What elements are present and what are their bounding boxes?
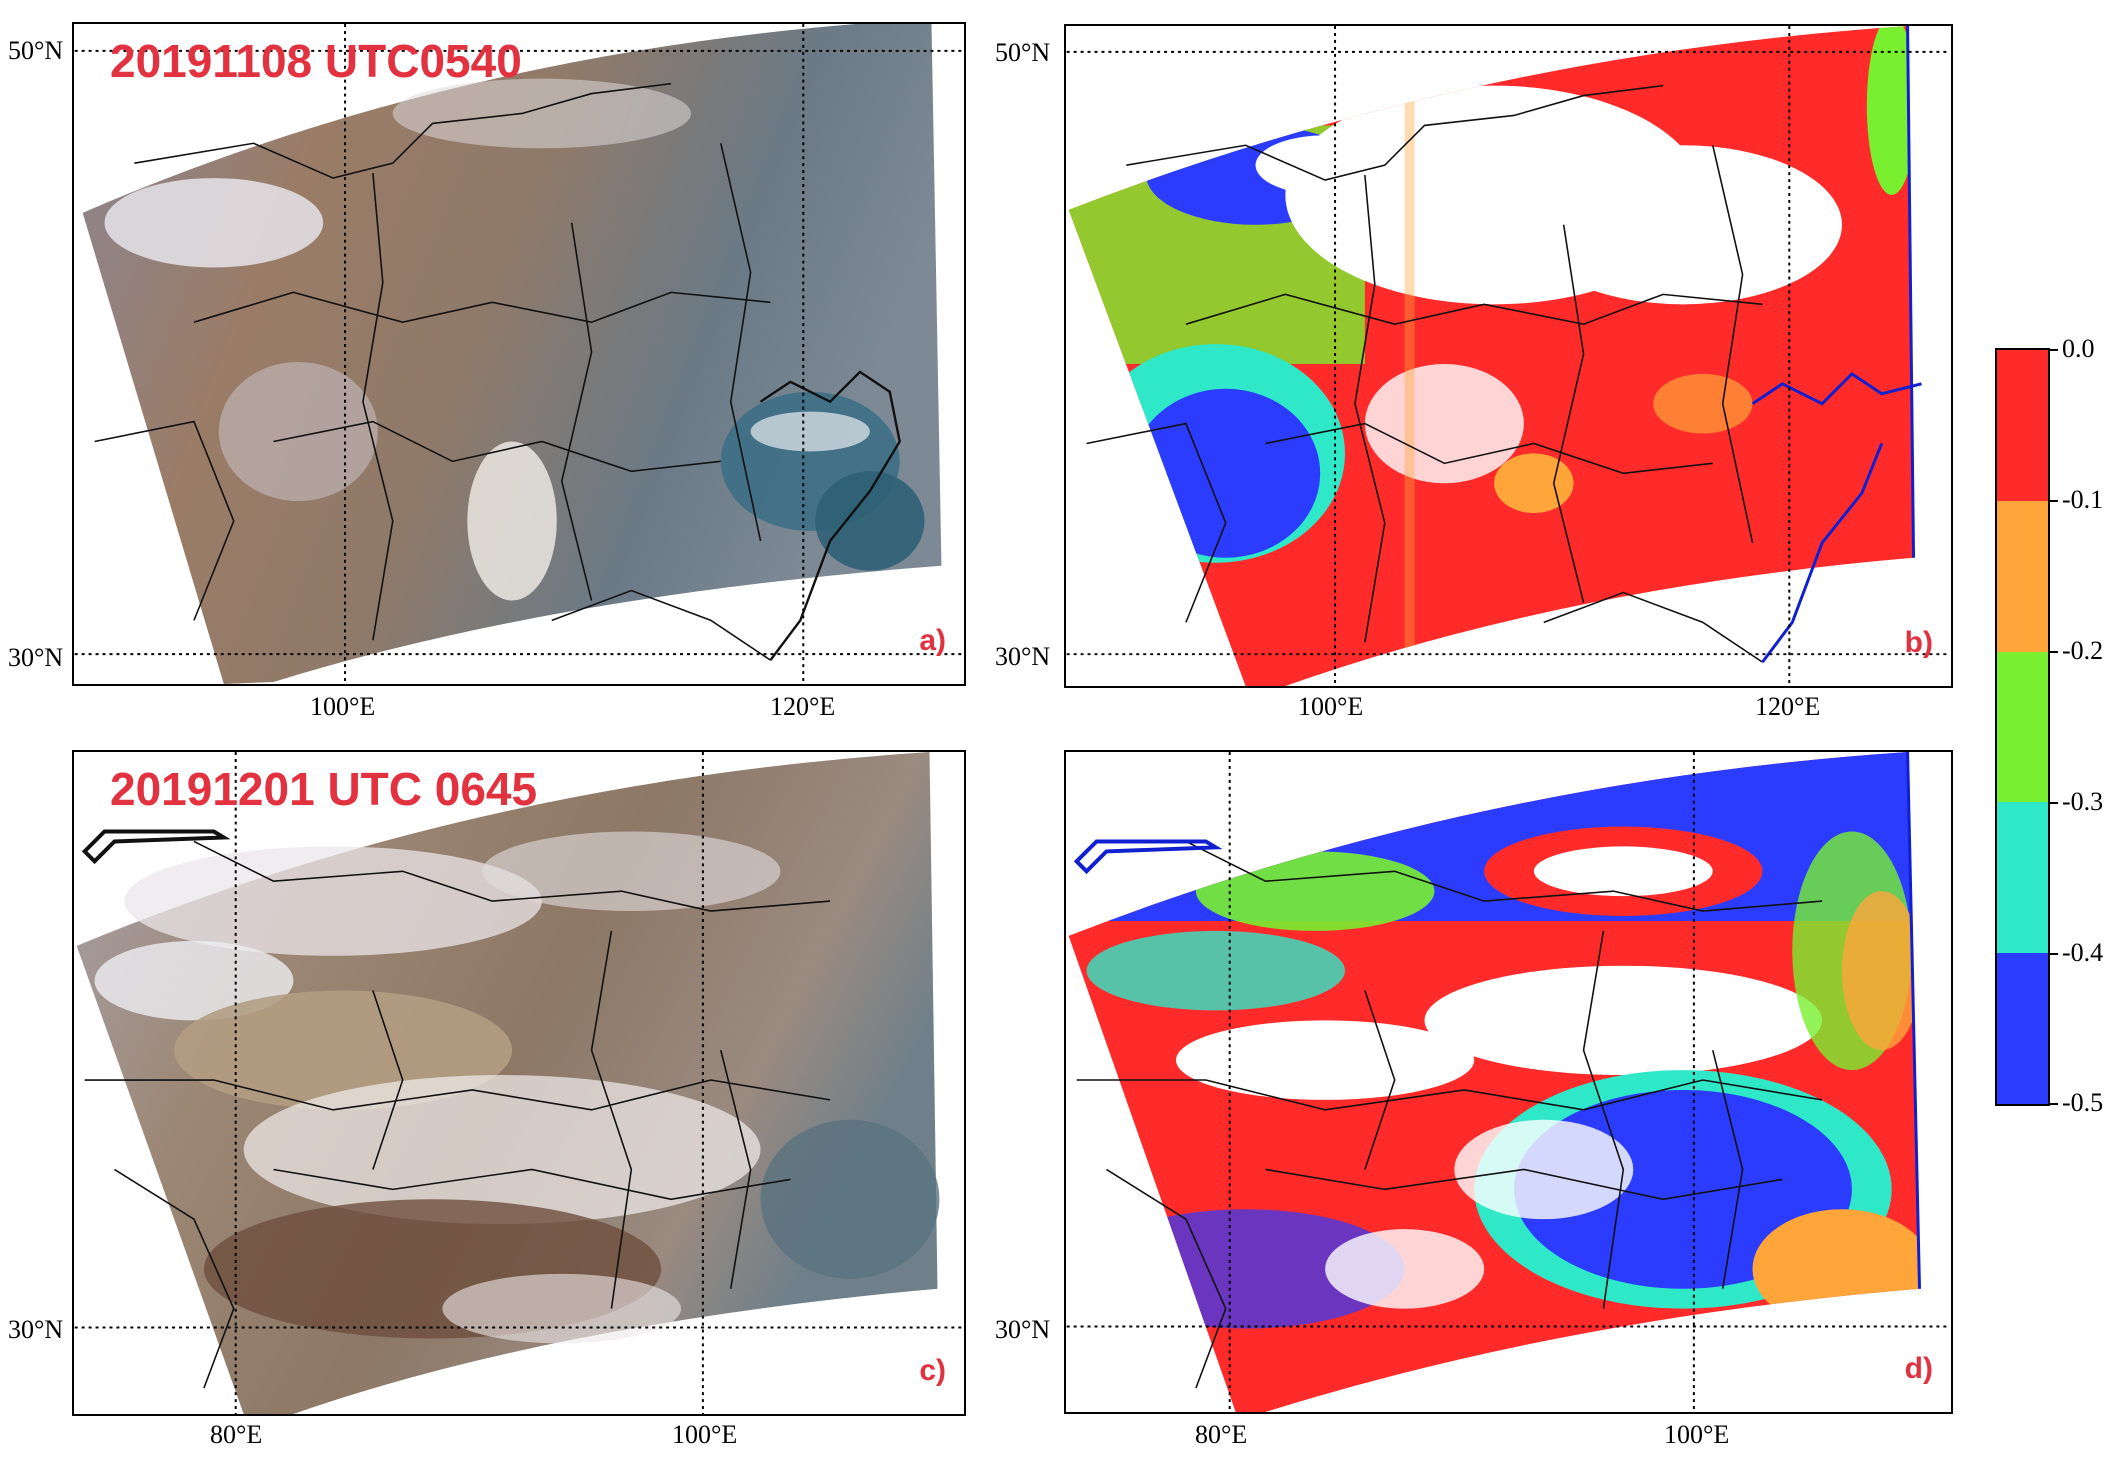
colorbar-tick-label: -0.2 [2062,636,2104,665]
colorbar-segment [1997,500,2048,652]
panel-c-lon-label: 80°E [210,1420,263,1449]
colorbar-tick-label: -0.3 [2062,787,2104,816]
colorbar-tick-label: -0.4 [2062,938,2104,967]
colorbar-tick-mark [2050,1103,2058,1105]
panel-d-lon-label: 100°E [1664,1420,1730,1449]
colorbar [1995,348,2050,1106]
cloud-patch [104,178,324,268]
cloud-patch [482,831,781,912]
panel-d-lat-label: 30°N [995,1315,1051,1344]
panel-a-lon-label: 100°E [310,692,376,721]
wind-arrow [1073,839,1223,875]
province-boundaries [1086,84,1763,663]
cloud-patch [243,1075,761,1225]
coastline [759,370,901,661]
cloud-patch [467,441,557,601]
colorbar-segment [1997,651,2048,803]
panel-b-index-map: b) [1064,24,1953,688]
sea-yellow [815,471,925,571]
colorbar-tick-mark [2050,349,2058,351]
panel-d-index-map: d) [1064,750,1953,1414]
index-field [1068,26,1914,686]
cloud-patch [94,940,294,1021]
panel-c-lon-label: 100°E [672,1420,738,1449]
cloud-patch [218,361,378,502]
swath-edge [1906,752,1921,1289]
panel-c-title: 20191201 UTC 0645 [110,763,538,815]
panel-b-lat-label: 50°N [995,38,1051,67]
colorbar-tick-label: -0.5 [2062,1088,2104,1117]
index-field [1068,752,1920,1412]
panel-b-lat-label: 30°N [995,642,1051,671]
imagery-swath [82,24,942,684]
colorbar-tick-mark [2050,802,2058,804]
colorbar-tick-label: 0.0 [2062,334,2095,363]
colorbar-segment [1997,350,2048,501]
panel-a-lat-label: 30°N [8,643,64,672]
wind-arrow [81,829,231,865]
colorbar-segment [1997,953,2048,1104]
province-boundaries [84,840,831,1389]
panel-b-lon-label: 120°E [1755,692,1821,721]
colorbar-tick-mark [2050,651,2058,653]
panel-c-true-color: 20191201 UTC 0645 c) [72,750,966,1416]
panel-c-lat-label: 30°N [8,1315,64,1344]
panel-d-tag: d) [1904,1352,1933,1385]
panel-a-tag: a) [919,624,946,657]
panel-b-lon-label: 100°E [1298,692,1364,721]
cloud-patch [392,78,691,149]
panel-a-map [74,24,964,684]
cloud-patch [750,411,870,452]
coastline [1751,371,1922,664]
colorbar-tick-mark [2050,953,2058,955]
cloud-patch [442,1273,682,1344]
panel-c-map [74,752,964,1414]
colorbar-tick-label: -0.1 [2062,485,2104,514]
basin-haze [760,1119,940,1279]
colorbar-tick-mark [2050,500,2058,502]
swath-edge [1906,26,1916,558]
panel-b-tag: b) [1904,626,1933,659]
panel-a-true-color: 20191108 UTC0540 a) [72,22,966,686]
panel-c-tag: c) [919,1354,946,1387]
panel-a-lon-label: 120°E [770,692,836,721]
panel-d-map [1066,752,1951,1412]
cloud-patch [124,846,542,956]
panel-a-title: 20191108 UTC0540 [110,35,522,87]
province-boundaries [94,82,771,661]
panel-d-lon-label: 80°E [1195,1420,1248,1449]
panel-a-lat-label: 50°N [8,36,64,65]
panel-b-map [1066,26,1951,686]
province-boundaries [1076,840,1823,1389]
colorbar-segment [1997,802,2048,954]
